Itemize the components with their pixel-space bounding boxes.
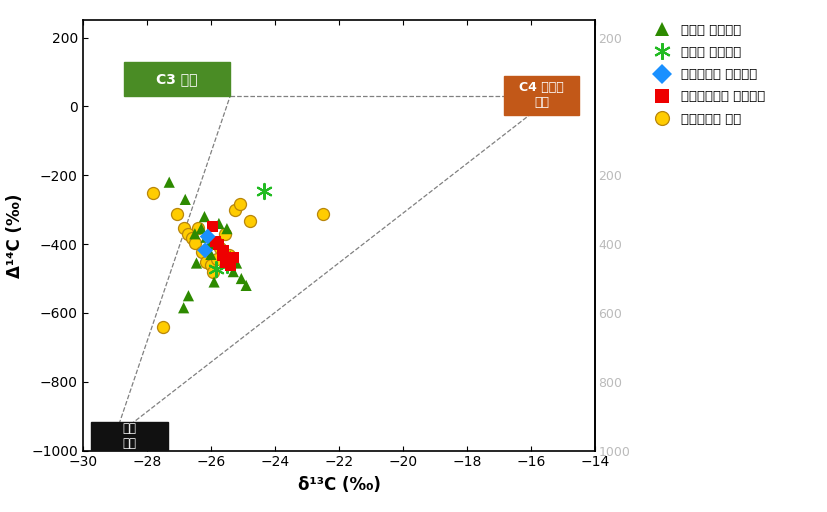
Point [208,278,221,286]
Point [177,304,190,312]
Point [218,258,232,266]
Point [220,261,233,269]
Point [217,246,230,254]
Point [182,292,195,300]
Point [228,206,241,215]
Point [216,251,229,259]
Point [230,259,243,267]
Point [190,259,203,267]
Point [209,265,222,273]
Point [194,225,208,233]
Point [182,230,195,239]
Point [227,253,240,261]
Point [201,232,214,241]
Point [185,234,198,242]
Point [203,240,216,248]
Point [163,178,176,186]
Point [192,224,205,232]
Point [199,233,213,241]
Point [156,323,170,331]
Point [213,241,226,249]
Point [198,246,212,254]
X-axis label: δ¹³C (‰): δ¹³C (‰) [298,476,380,495]
Point [217,245,230,253]
Point [240,281,253,289]
Point [257,187,270,195]
Point [234,200,247,208]
Point [204,261,218,269]
Point [227,268,240,276]
Point [218,230,232,239]
Text: C3 식물: C3 식물 [156,72,198,86]
Point [220,225,233,233]
Point [146,189,160,197]
Point [170,210,184,218]
Point [199,258,213,266]
Point [209,238,222,246]
Point [213,219,226,227]
Point [317,210,330,218]
Point [195,248,208,256]
Point [207,268,220,276]
Point [189,239,202,247]
FancyBboxPatch shape [91,422,168,451]
Point [243,217,256,225]
Legend: 태화산 잋나무림, 태화산 활엽수림, 홍릉수목원 소나무림, 청량리교통섬 소나무림, 서울대학교 옥상: 태화산 잋나무림, 태화산 활엽수림, 홍릉수목원 소나무림, 청량리교통섬 소… [643,18,771,131]
Point [177,224,190,232]
Point [214,244,227,252]
Point [179,195,192,203]
Point [209,237,222,245]
Point [223,252,237,260]
Point [206,222,219,230]
Point [235,274,248,283]
FancyBboxPatch shape [124,62,230,96]
Point [204,250,218,259]
Point [224,261,237,269]
Point [211,254,224,263]
Text: 화석
연료: 화석 연료 [122,422,136,451]
Point [189,230,202,238]
Text: C4 생물성
연소: C4 생물성 연소 [519,81,564,110]
Point [222,251,235,259]
Y-axis label: Δ¹⁴C (‰): Δ¹⁴C (‰) [6,194,24,278]
Point [198,212,211,221]
FancyBboxPatch shape [504,76,580,115]
